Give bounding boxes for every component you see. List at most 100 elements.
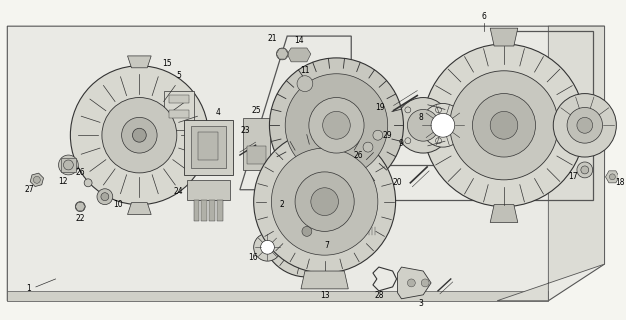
Circle shape [421, 103, 464, 147]
Text: 2: 2 [280, 200, 285, 209]
Circle shape [59, 155, 78, 175]
Text: 12: 12 [58, 177, 67, 186]
Circle shape [297, 76, 313, 92]
Text: 25: 25 [252, 106, 262, 115]
Circle shape [490, 111, 518, 139]
Text: 29: 29 [383, 131, 393, 140]
Text: 15: 15 [162, 59, 172, 68]
Circle shape [309, 98, 364, 153]
Circle shape [295, 172, 354, 231]
Bar [187, 180, 230, 200]
Circle shape [408, 279, 415, 287]
Circle shape [269, 58, 404, 193]
Circle shape [311, 188, 339, 215]
Polygon shape [398, 267, 431, 299]
Circle shape [577, 162, 593, 178]
Circle shape [396, 98, 451, 153]
Text: 23: 23 [241, 126, 250, 135]
Text: 28: 28 [374, 291, 384, 300]
Text: 24: 24 [174, 187, 183, 196]
Text: 17: 17 [568, 172, 578, 181]
Text: 19: 19 [375, 103, 384, 112]
Text: 13: 13 [320, 291, 329, 300]
Bar [61, 158, 76, 172]
Text: 8: 8 [419, 113, 424, 122]
Text: 10: 10 [113, 200, 123, 209]
Circle shape [363, 142, 373, 152]
Circle shape [75, 202, 85, 212]
Text: 1: 1 [27, 284, 31, 293]
Polygon shape [301, 271, 348, 289]
Circle shape [577, 117, 593, 133]
Bar [190, 126, 226, 168]
Circle shape [63, 160, 73, 170]
Text: 5: 5 [177, 71, 181, 80]
Text: 14: 14 [294, 36, 304, 44]
Circle shape [581, 166, 588, 174]
Polygon shape [287, 48, 311, 62]
Circle shape [285, 74, 387, 177]
Circle shape [101, 193, 109, 201]
Circle shape [254, 130, 396, 273]
Bar [193, 200, 200, 221]
Circle shape [431, 113, 454, 137]
Bar [183, 120, 233, 175]
Circle shape [102, 98, 177, 173]
Bar [209, 200, 215, 221]
Text: 20: 20 [393, 178, 403, 187]
Polygon shape [497, 26, 605, 301]
Polygon shape [8, 26, 605, 301]
Polygon shape [128, 56, 151, 68]
Circle shape [121, 117, 157, 153]
Text: 16: 16 [248, 253, 257, 262]
Circle shape [33, 176, 40, 183]
Circle shape [133, 128, 146, 142]
Bar [169, 110, 188, 118]
Circle shape [423, 44, 585, 207]
Polygon shape [8, 291, 548, 301]
Circle shape [373, 130, 382, 140]
Bar [164, 91, 193, 130]
Bar [247, 146, 267, 164]
Bar [202, 200, 207, 221]
Circle shape [473, 93, 535, 157]
Circle shape [276, 48, 288, 60]
Circle shape [567, 108, 603, 143]
Circle shape [293, 218, 321, 245]
Polygon shape [490, 28, 518, 46]
Text: 11: 11 [300, 66, 310, 75]
Text: 6: 6 [482, 12, 487, 21]
Circle shape [302, 227, 312, 236]
Polygon shape [128, 203, 151, 214]
Polygon shape [490, 204, 518, 222]
Polygon shape [30, 173, 44, 187]
Bar [361, 228, 379, 235]
Bar [198, 132, 218, 160]
Circle shape [322, 111, 351, 139]
Text: 3: 3 [419, 299, 424, 308]
Circle shape [70, 66, 208, 204]
Polygon shape [605, 171, 619, 183]
Text: 9: 9 [398, 139, 403, 148]
Circle shape [421, 279, 429, 287]
Text: 26: 26 [75, 168, 85, 177]
Polygon shape [75, 202, 85, 211]
Circle shape [450, 71, 558, 180]
Circle shape [262, 186, 352, 277]
Text: 18: 18 [615, 178, 625, 187]
Bar [169, 95, 188, 103]
Bar [243, 118, 270, 170]
Text: 27: 27 [24, 185, 34, 194]
Text: 26: 26 [353, 150, 363, 160]
Circle shape [408, 109, 439, 141]
Bar [307, 227, 361, 236]
Polygon shape [276, 49, 288, 59]
Text: 21: 21 [268, 34, 277, 43]
Bar [217, 200, 223, 221]
Circle shape [272, 148, 378, 255]
Text: 7: 7 [324, 241, 329, 250]
Circle shape [84, 179, 92, 187]
Circle shape [279, 204, 334, 259]
Circle shape [97, 189, 113, 204]
Circle shape [610, 174, 615, 180]
